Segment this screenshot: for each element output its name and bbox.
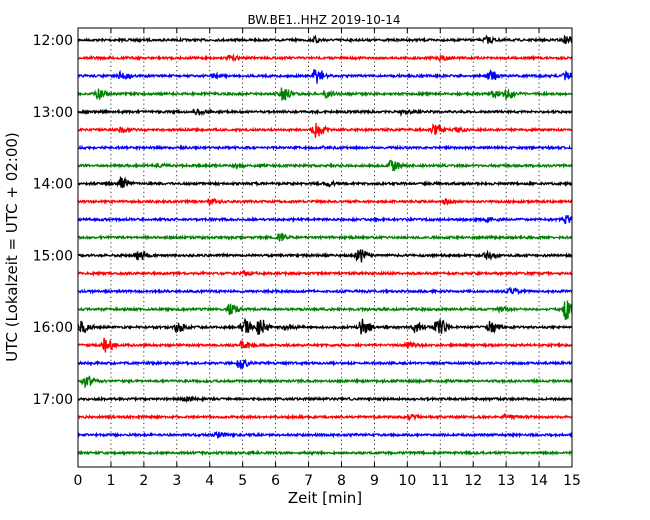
seismic-trace — [77, 144, 573, 152]
seismic-trace — [77, 53, 573, 63]
seismic-trace — [77, 69, 573, 84]
x-tick-label: 9 — [370, 473, 379, 489]
x-tick-label: 14 — [530, 473, 548, 489]
seismic-trace — [77, 197, 573, 207]
x-axis: 0 1 2 3 4 5 6 7 8 9 10 11 12 13 14 15 — [74, 28, 581, 489]
seismic-trace — [77, 449, 573, 457]
x-tick-label: 7 — [304, 473, 313, 489]
seismic-trace — [77, 412, 573, 422]
seismic-trace — [77, 159, 573, 172]
plot-frame — [77, 27, 573, 468]
x-tick-label: 12 — [464, 473, 482, 489]
x-tick-label: 5 — [238, 473, 247, 489]
seismic-trace — [77, 358, 573, 370]
x-tick-label: 13 — [497, 473, 515, 489]
seismic-trace — [77, 286, 573, 296]
seismic-trace — [77, 215, 573, 225]
trace-group — [77, 34, 573, 457]
seismic-trace — [77, 249, 573, 263]
y-tick-label: 17:00 — [33, 392, 73, 408]
seismic-trace — [77, 269, 573, 277]
y-tick-label: 16:00 — [33, 320, 73, 336]
seismic-trace — [77, 108, 573, 117]
x-tick-label: 11 — [431, 473, 449, 489]
seismic-trace — [77, 34, 573, 45]
seismic-trace — [77, 232, 573, 242]
x-tick-label: 1 — [106, 473, 115, 489]
seismic-trace — [77, 395, 573, 404]
x-tick-label: 3 — [172, 473, 181, 489]
y-axis: 12:00 13:00 14:00 15:00 16:00 17:00 — [33, 33, 572, 408]
x-axis-label: Zeit [min] — [288, 489, 362, 507]
seismic-trace — [77, 122, 573, 139]
x-tick-label: 2 — [139, 473, 148, 489]
x-tick-label: 0 — [74, 473, 83, 489]
y-tick-label: 14:00 — [33, 177, 73, 193]
x-tick-label: 8 — [337, 473, 346, 489]
seismic-trace — [77, 300, 573, 320]
grid-lines — [110, 28, 540, 467]
x-tick-label: 15 — [563, 473, 581, 489]
seismic-trace — [77, 317, 573, 336]
seismic-trace — [77, 337, 573, 353]
seismic-trace — [77, 176, 573, 188]
y-axis-label: UTC (Lokalzeit = UTC + 02:00) — [3, 132, 21, 362]
x-tick-label: 4 — [205, 473, 214, 489]
seismic-trace — [77, 87, 573, 102]
chart-title: BW.BE1..HHZ 2019-10-14 — [247, 13, 400, 27]
seismic-trace — [77, 430, 573, 439]
y-tick-label: 13:00 — [33, 105, 73, 121]
x-tick-label: 6 — [271, 473, 280, 489]
x-tick-label: 10 — [398, 473, 416, 489]
y-tick-label: 12:00 — [33, 33, 73, 49]
seismic-trace — [77, 375, 573, 389]
y-tick-label: 15:00 — [33, 248, 73, 264]
